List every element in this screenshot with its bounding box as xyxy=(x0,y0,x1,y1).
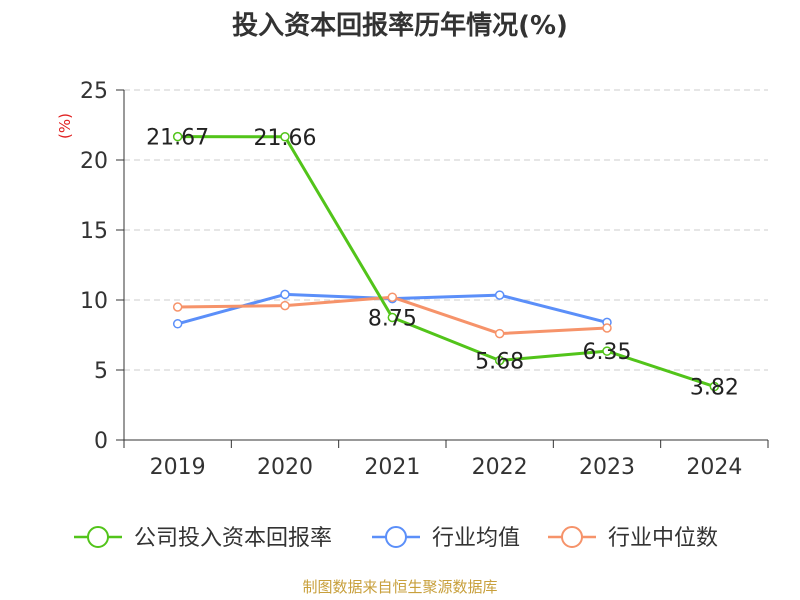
data-labels: 21.67 21.66 8.75 5.68 6.35 3.82 xyxy=(146,126,739,401)
y-tick-label: 25 xyxy=(80,79,108,104)
y-tick-label: 5 xyxy=(94,359,108,384)
chart-title: 投入资本回报率历年情况(%) xyxy=(232,10,568,41)
y-tick-label: 20 xyxy=(80,149,108,174)
gridlines xyxy=(124,89,768,371)
x-tick-label-2022: 2022 xyxy=(472,455,528,480)
series-point xyxy=(494,328,505,339)
legend-label: 公司投入资本回报率 xyxy=(134,526,332,551)
series-point xyxy=(387,292,398,302)
data-label: 5.68 xyxy=(475,349,524,374)
legend-label: 行业中位数 xyxy=(608,526,718,551)
data-label: 21.67 xyxy=(146,126,209,151)
x-tick-label-2020: 2020 xyxy=(257,455,313,480)
legend: 公司投入资本回报率 行业均值 行业中位数 xyxy=(74,526,718,551)
axes: 0 5 10 15 20 25 2019 2020 2021 2022 2023 2024 xyxy=(80,79,769,480)
y-tick-label: 10 xyxy=(80,289,108,314)
series-point xyxy=(280,132,290,142)
y-axis-label: (%) xyxy=(56,113,74,139)
data-label: 8.75 xyxy=(368,307,417,332)
series-point xyxy=(602,323,612,333)
series-point xyxy=(602,346,612,356)
legend-swatch-marker xyxy=(385,526,407,548)
series-point xyxy=(280,300,290,311)
x-tick-label-2024: 2024 xyxy=(686,455,742,480)
series-layer xyxy=(172,131,720,392)
series-point xyxy=(387,312,398,323)
series-point xyxy=(172,319,183,329)
data-label: 6.35 xyxy=(583,340,632,365)
series-point xyxy=(172,302,183,312)
x-tick-label-2019: 2019 xyxy=(150,455,206,480)
legend-swatch-marker xyxy=(561,526,583,548)
source-note: 制图数据来自恒生聚源数据库 xyxy=(302,578,497,596)
y-tick-label: 15 xyxy=(80,219,108,244)
series-point xyxy=(280,289,290,300)
y-tick-label: 0 xyxy=(94,429,108,454)
data-label: 21.66 xyxy=(254,126,317,151)
legend-label: 行业均值 xyxy=(432,526,520,551)
legend-swatch-marker xyxy=(87,526,109,548)
series-point xyxy=(172,131,183,142)
series-line-0 xyxy=(177,135,715,388)
series-point xyxy=(709,381,720,392)
x-tick-label-2023: 2023 xyxy=(579,455,635,480)
data-label: 3.82 xyxy=(690,376,739,401)
x-tick-label-2021: 2021 xyxy=(364,455,420,480)
series-point xyxy=(494,355,505,366)
series-point xyxy=(494,290,505,300)
